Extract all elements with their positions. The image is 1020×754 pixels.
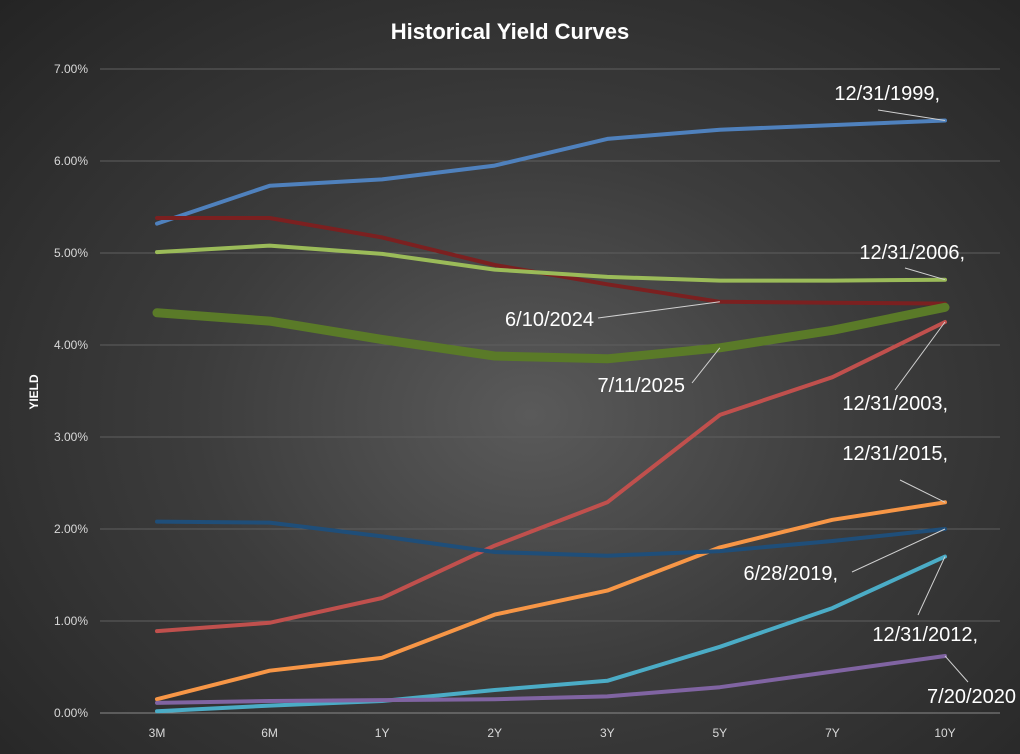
y-tick-label: 0.00% (54, 706, 88, 720)
annotation-leader (894, 321, 946, 391)
series-line (155, 243, 947, 283)
x-tick-label: 7Y (825, 726, 840, 740)
x-tick-label: 3M (149, 726, 166, 740)
gridlines (100, 68, 1000, 714)
annotation-label: 12/31/2015, (842, 443, 948, 465)
annotation-leader (917, 556, 946, 616)
series-line (155, 519, 947, 558)
annotation-label: 12/31/2012, (872, 624, 978, 646)
x-tick-label: 2Y (487, 726, 502, 740)
y-tick-label: 4.00% (54, 338, 88, 352)
x-tick-label: 3Y (600, 726, 615, 740)
series-line (155, 118, 947, 226)
annotation-leader (597, 301, 720, 319)
annotation-label: 12/31/1999, (834, 83, 940, 105)
y-axis-label: YIELD (27, 374, 41, 410)
x-axis-ticks: 3M 6M 1Y 2Y 3Y 5Y 7Y 10Y (149, 726, 956, 740)
annotation-label: 7/20/2020 (927, 686, 1016, 708)
annotation-label: 7/11/2025 (598, 375, 686, 397)
annotation-leader (944, 655, 969, 683)
x-tick-label: 10Y (934, 726, 955, 740)
y-tick-label: 5.00% (54, 246, 88, 260)
annotation-label: 6/28/2019, (743, 563, 838, 585)
y-tick-label: 1.00% (54, 614, 88, 628)
y-tick-label: 2.00% (54, 522, 88, 536)
series-line (152, 302, 950, 364)
x-tick-label: 1Y (375, 726, 390, 740)
annotation-leader (899, 479, 946, 503)
annotation-label: 12/31/2003, (842, 393, 948, 415)
series-line (155, 554, 947, 714)
annotation-leader (904, 267, 946, 281)
y-tick-label: 7.00% (54, 62, 88, 76)
series-line (155, 320, 947, 634)
annotation-leader (851, 528, 946, 573)
x-tick-label: 5Y (713, 726, 728, 740)
y-tick-label: 6.00% (54, 154, 88, 168)
annotations: 12/31/1999, 6/10/2024 12/31/2006, 7/11/2025… (505, 83, 1016, 708)
series-line (155, 654, 947, 705)
annotation-label: 6/10/2024 (505, 309, 594, 331)
annotation-leader (877, 109, 946, 122)
series-line (155, 216, 947, 306)
annotation-label: 12/31/2006, (859, 242, 965, 264)
series-lines (152, 118, 950, 714)
annotation-leader (691, 347, 721, 384)
chart-title: Historical Yield Curves (391, 19, 629, 44)
x-tick-label: 6M (261, 726, 278, 740)
series-line (155, 500, 947, 702)
y-axis-ticks: 0.00% 1.00% 2.00% 3.00% 4.00% 5.00% 6.00% 7.00% (54, 62, 88, 720)
y-tick-label: 3.00% (54, 430, 88, 444)
